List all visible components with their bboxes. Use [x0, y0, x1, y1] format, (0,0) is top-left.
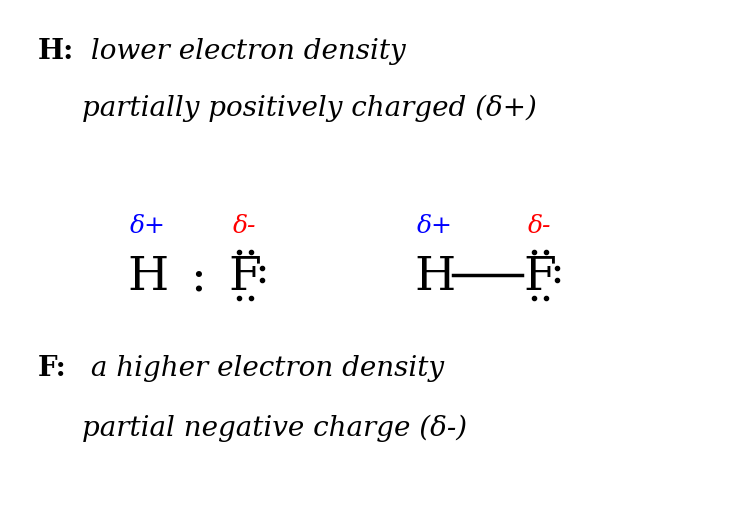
Text: F: F [229, 255, 261, 300]
Text: δ+: δ+ [130, 215, 166, 238]
Text: lower electron density: lower electron density [82, 38, 405, 65]
Text: H: H [127, 255, 168, 300]
Text: H:: H: [38, 38, 74, 65]
Text: F:: F: [38, 355, 67, 382]
Text: F: F [524, 255, 557, 300]
Text: partial negative charge (δ-): partial negative charge (δ-) [82, 415, 467, 442]
Text: δ-: δ- [233, 215, 257, 238]
Text: δ+: δ+ [417, 215, 453, 238]
Text: :: : [190, 255, 206, 300]
Text: δ-: δ- [528, 215, 552, 238]
Text: partially positively charged (δ+): partially positively charged (δ+) [82, 95, 537, 122]
Text: H: H [414, 255, 456, 300]
Text: a higher electron density: a higher electron density [82, 355, 444, 382]
